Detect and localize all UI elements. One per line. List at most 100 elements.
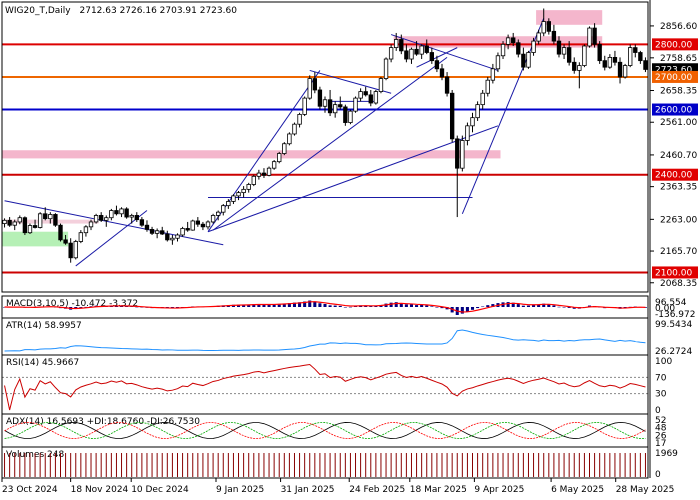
- candle: [383, 57, 389, 81]
- candle-body: [195, 220, 201, 225]
- trendline[interactable]: [4, 200, 224, 246]
- candle-body: [154, 230, 160, 234]
- candle: [205, 220, 211, 230]
- candle: [78, 230, 84, 244]
- candle-body: [511, 37, 516, 44]
- candle-body: [643, 60, 648, 70]
- candle-body: [180, 228, 185, 236]
- candle-body: [190, 220, 195, 231]
- price-zone: [393, 36, 603, 48]
- macd-histogram-bar: [532, 304, 536, 307]
- price-tick-label: 2758.65: [660, 54, 697, 64]
- candle-body: [175, 234, 180, 239]
- candle: [511, 32, 516, 46]
- macd-histogram-bar: [277, 303, 281, 307]
- candle-body: [149, 229, 155, 234]
- macd-histogram-bar: [491, 304, 495, 307]
- candle: [93, 213, 99, 224]
- candle-body: [68, 242, 73, 259]
- trendline[interactable]: [207, 125, 499, 233]
- candle: [282, 142, 287, 156]
- level-price-label: 2800.00: [652, 38, 698, 51]
- candle: [27, 223, 33, 234]
- candle-body: [114, 210, 119, 215]
- candle-body: [404, 50, 409, 60]
- candle: [165, 230, 170, 242]
- candle-body: [556, 40, 562, 55]
- candle: [439, 63, 445, 81]
- candle-body: [460, 140, 465, 169]
- macd-histogram-bar: [562, 306, 566, 308]
- candle-body: [500, 43, 506, 57]
- trendline[interactable]: [390, 34, 499, 71]
- candle: [612, 50, 618, 66]
- pane-frames: [1, 1, 649, 479]
- candle-body: [358, 91, 363, 99]
- candle: [353, 96, 358, 113]
- indicator-tick-label: 96.554: [655, 298, 687, 308]
- trendline[interactable]: [212, 56, 448, 231]
- macd-histogram-bar: [399, 303, 403, 307]
- candle: [566, 41, 572, 66]
- indicator-tick-label: 0: [655, 406, 661, 416]
- candle: [256, 169, 262, 180]
- macd-histogram-bar: [84, 306, 88, 308]
- price-tick-label: 2363.35: [660, 183, 697, 193]
- candle-body: [37, 213, 43, 228]
- candle-body: [582, 45, 587, 66]
- macd-histogram-bar: [557, 306, 561, 308]
- price-tick-label: 2856.60: [660, 22, 697, 32]
- indicator-tick-label: 17: [655, 439, 666, 449]
- candle-body: [551, 30, 557, 42]
- level-label-text: 2800.00: [655, 40, 692, 50]
- candle-body: [622, 65, 628, 78]
- macd-histogram-bar: [287, 303, 291, 307]
- candle-body: [185, 228, 190, 231]
- indicator-tick-label: 52: [655, 416, 666, 426]
- candle-body: [221, 205, 226, 213]
- candle-body: [261, 172, 267, 176]
- candle: [251, 174, 256, 187]
- candle: [261, 168, 267, 178]
- candle: [338, 96, 343, 110]
- candle-body: [617, 61, 623, 78]
- indicator-tick-label: 100: [655, 357, 672, 367]
- candle: [348, 109, 353, 125]
- candle-body: [78, 232, 84, 242]
- candle: [104, 215, 109, 227]
- candle-body: [597, 43, 602, 62]
- candle: [643, 57, 648, 73]
- candle-body: [495, 55, 501, 70]
- price-tick-label: 2263.00: [660, 215, 697, 225]
- candle: [109, 208, 114, 221]
- level-price-label: 2600.00: [652, 103, 698, 116]
- indicator-pane-rsi: RSI(14) 45.9667: [2, 358, 648, 411]
- candle: [149, 226, 155, 235]
- candle: [465, 122, 470, 146]
- candle: [628, 44, 633, 68]
- level-label-text: 2100.00: [655, 268, 692, 278]
- candle: [170, 234, 175, 245]
- macd-histogram-bar: [425, 305, 429, 307]
- trendline[interactable]: [309, 69, 392, 94]
- candle: [246, 182, 251, 193]
- macd-histogram-bar: [516, 304, 520, 307]
- candle: [32, 219, 38, 229]
- macd-histogram-bar: [415, 305, 419, 307]
- candle-body: [119, 208, 124, 215]
- candle-body: [363, 91, 368, 96]
- candle: [582, 44, 587, 68]
- level-label-bg: [652, 168, 698, 181]
- price-zone: [2, 231, 69, 247]
- candle-body: [17, 217, 22, 223]
- candle-body: [256, 172, 262, 177]
- level-label-bg: [652, 266, 698, 279]
- candle: [185, 221, 190, 232]
- date-tick-label: 9 Apr 2025: [474, 485, 524, 495]
- candle: [22, 216, 28, 235]
- trendline[interactable]: [461, 18, 545, 214]
- macd-histogram-bar: [257, 304, 261, 307]
- candle-body: [124, 208, 129, 218]
- candle-body: [231, 195, 236, 202]
